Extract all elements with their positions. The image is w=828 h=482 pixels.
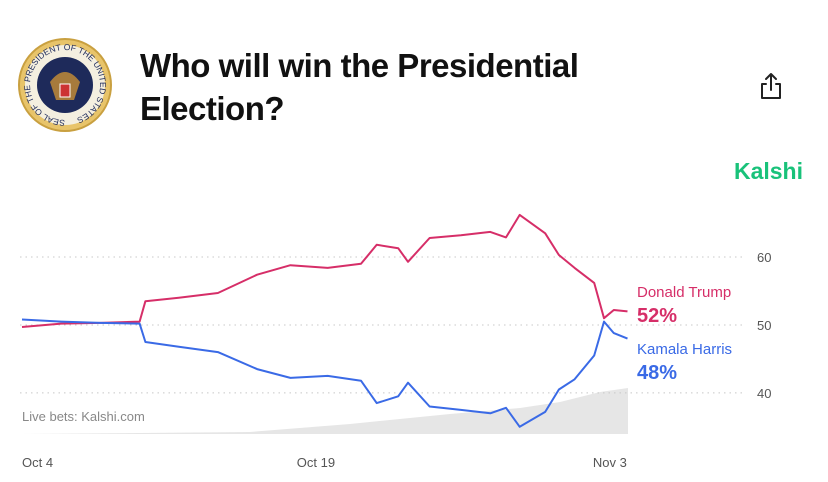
current-value: 48%: [637, 362, 677, 384]
series-line: [21, 213, 628, 328]
chart-title: Who will win the Presidential: [140, 47, 578, 84]
volume-area: [22, 388, 628, 434]
y-tick-label: 40: [757, 386, 771, 401]
seal-shield: [59, 83, 71, 98]
legend-label: Donald Trump: [637, 284, 731, 301]
legend-label: Kamala Harris: [637, 341, 732, 358]
y-tick-label: 50: [757, 318, 771, 333]
current-value: 52%: [637, 305, 677, 327]
share-icon[interactable]: [761, 73, 781, 99]
chart-title: Election?: [140, 90, 284, 127]
y-tick-label: 60: [757, 250, 771, 265]
x-tick-label: Oct 19: [297, 455, 335, 470]
x-tick-label: Oct 4: [22, 455, 53, 470]
note: Live bets: Kalshi.com: [22, 409, 145, 424]
share-arrow: [765, 73, 777, 91]
seal: SEAL OF THE PRESIDENT OF THE UNITED STAT…: [18, 38, 112, 132]
series-line: [21, 318, 628, 428]
brand: Kalshi: [734, 158, 803, 184]
x-tick-label: Nov 3: [593, 455, 627, 470]
share-box: [761, 83, 781, 99]
